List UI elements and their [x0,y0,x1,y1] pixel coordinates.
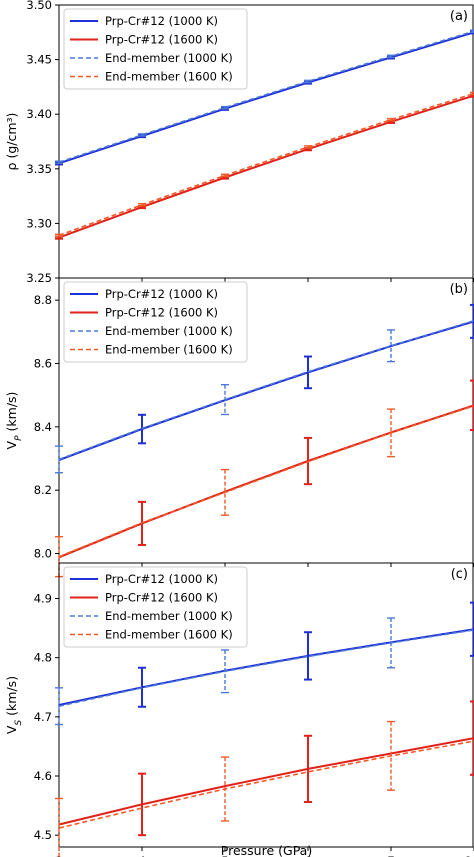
y-axis-label: VS (km/s) [4,676,24,734]
y-tick-label: 4.6 [34,769,52,783]
x-tick-label: 7 [387,854,394,857]
panel-tag: (c) [451,567,468,582]
y-tick-label: 3.35 [26,162,52,176]
series-line-4 [58,740,474,829]
y-tick-label: 8.8 [34,293,52,307]
chart-panel-2: 8.0 8.2 8.4 8.6 8.8 VP (km/s) (b) Prp-Cr#12 (10… [4,277,474,578]
legend-label-2: Prp-Cr#12 (1600 K) [105,33,218,47]
y-tick-label: 3.30 [26,216,52,230]
series-line-2 [58,94,474,239]
legend-box [63,281,248,363]
chart-panel-1: 3.25 3.30 3.35 3.40 3.45 3.50 ρ (g/cm³) (a) Prp-… [4,0,474,285]
y-tick-label: 8.4 [34,420,52,434]
y-tick-label: 4.5 [34,828,52,842]
y-tick-label: 3.45 [26,53,52,67]
y-tick-label: 8.0 [34,547,52,561]
legend-label-3: End-member (1000 K) [105,324,233,338]
legend-label-1: Prp-Cr#12 (1000 K) [105,572,218,586]
y-label-main: V [4,725,19,734]
series-line-4 [58,92,474,237]
y-axis-label: ρ (g/cm³) [4,113,19,171]
chart-panel-3: 4.54.64.74.84.9345678VS (km/s)Pressure (… [4,562,474,857]
y-tick-label: 3.40 [26,107,52,121]
y-label-unit: (km/s) [4,676,19,720]
legend-label-4: End-member (1600 K) [105,70,233,84]
legend-label-2: Prp-Cr#12 (1600 K) [105,306,218,320]
panel-tag: (b) [450,282,468,297]
y-tick-label: 4.7 [34,710,52,724]
y-label-sub: S [14,720,24,726]
x-tick-label: 4 [138,854,145,857]
series-line-2 [58,404,474,559]
y-tick-label: 4.8 [34,651,52,665]
legend-label-4: End-member (1600 K) [105,343,233,357]
legend-box [63,566,248,648]
legend-label-1: Prp-Cr#12 (1000 K) [105,14,218,28]
x-tick-label: 8 [464,854,471,857]
y-label-unit: (km/s) [4,392,19,436]
series-line-3 [58,30,474,163]
y-tick-label: 3.25 [26,271,52,285]
y-label-sub: P [14,435,24,441]
legend-label-4: End-member (1600 K) [105,628,233,642]
y-tick-label: 3.50 [26,0,52,12]
series-line-3 [58,319,474,461]
y-tick-label: 8.2 [34,483,52,497]
x-tick-label: 5 [221,854,228,857]
y-label-main: V [4,440,19,449]
panel-tag: (a) [450,9,468,24]
x-tick-label: 6 [304,854,311,857]
legend-box [63,8,248,90]
legend-label-3: End-member (1000 K) [105,51,233,65]
series-line-3 [58,629,474,707]
legend-label-3: End-member (1000 K) [105,609,233,623]
series-line-2 [58,737,474,826]
legend-label-2: Prp-Cr#12 (1600 K) [105,591,218,605]
series-line-4 [58,405,474,558]
y-tick-label: 8.6 [34,357,52,371]
x-axis-label: Pressure (GPa) [221,843,312,857]
y-axis-label: VP (km/s) [4,392,24,450]
series-line-1 [58,31,474,165]
legend-label-1: Prp-Cr#12 (1000 K) [105,287,218,301]
y-tick-label: 4.9 [34,592,52,606]
